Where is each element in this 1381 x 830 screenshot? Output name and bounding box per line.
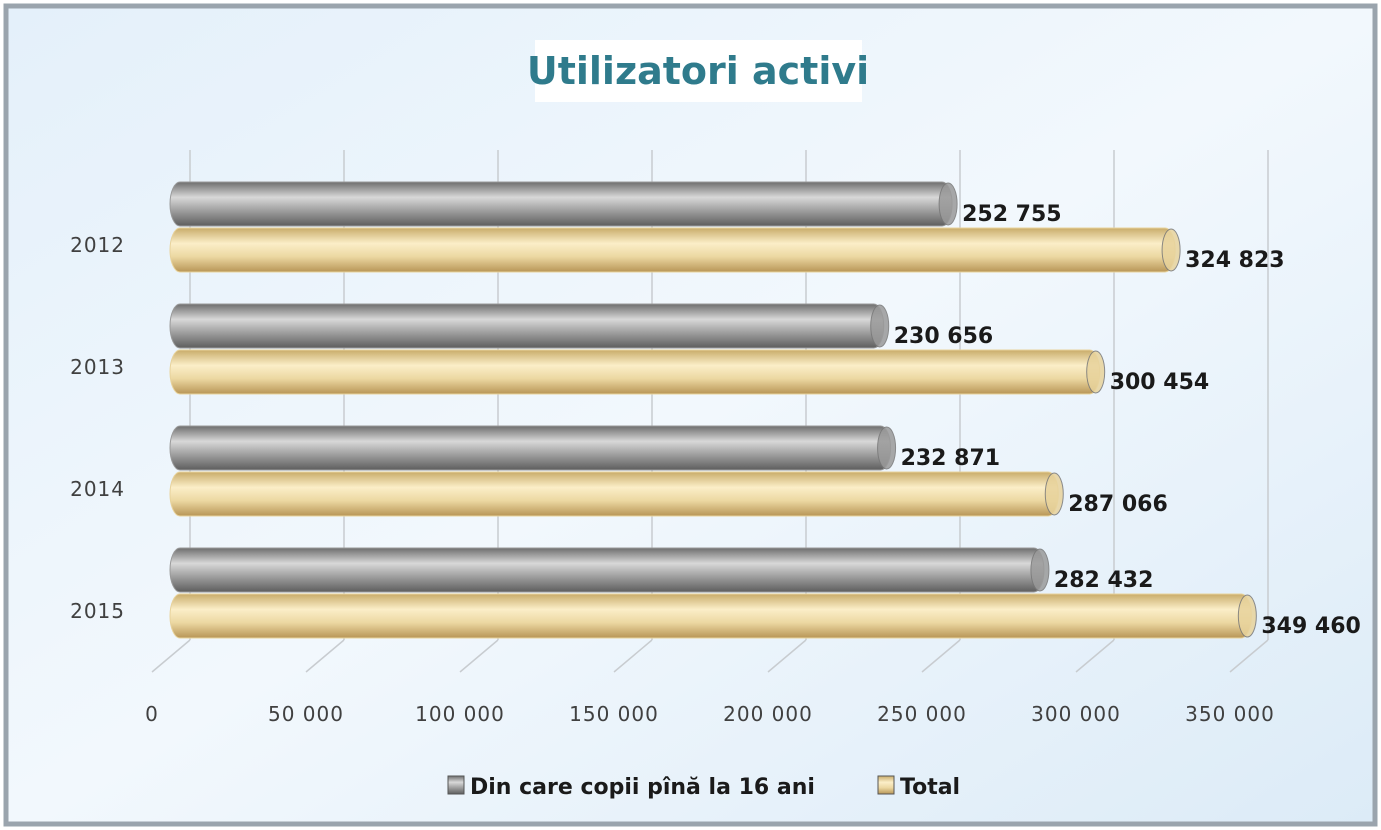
bar-cap bbox=[1161, 228, 1181, 272]
chart-title: Utilizatori activi bbox=[527, 49, 869, 93]
bar bbox=[169, 547, 1045, 593]
bar bbox=[169, 593, 1252, 639]
floor-grid-line bbox=[921, 639, 961, 673]
x-tick-label: 50 000 bbox=[268, 702, 344, 726]
data-label: 232 871 bbox=[901, 446, 1001, 471]
legend-label: Total bbox=[900, 775, 960, 800]
floor-grid-line bbox=[305, 639, 345, 673]
floor-grid-line bbox=[613, 639, 653, 673]
x-tick-label: 150 000 bbox=[569, 702, 659, 726]
legend-swatch bbox=[877, 775, 895, 795]
y-tick-label: 2013 bbox=[70, 355, 125, 379]
bar-cap bbox=[1086, 350, 1106, 394]
floor-grid-line bbox=[459, 639, 499, 673]
x-tick-label: 250 000 bbox=[877, 702, 967, 726]
bar-cap bbox=[870, 304, 890, 348]
bar-cap bbox=[1237, 594, 1257, 638]
floor-grid-line bbox=[767, 639, 807, 673]
data-label: 282 432 bbox=[1054, 568, 1154, 593]
bar bbox=[169, 303, 885, 349]
x-tick-label: 300 000 bbox=[1031, 702, 1121, 726]
x-tick-label: 350 000 bbox=[1185, 702, 1275, 726]
x-tick-label: 200 000 bbox=[723, 702, 813, 726]
y-tick-label: 2012 bbox=[70, 233, 125, 257]
data-label: 324 823 bbox=[1185, 248, 1285, 273]
y-tick-label: 2015 bbox=[70, 599, 125, 623]
bar-cap bbox=[938, 182, 958, 226]
floor-grid-line bbox=[151, 639, 191, 673]
title-box bbox=[535, 40, 862, 102]
legend-swatch bbox=[447, 775, 465, 795]
floor-grid-line bbox=[1229, 639, 1269, 673]
bar-cap bbox=[1030, 548, 1050, 592]
floor-grid-line bbox=[1075, 639, 1115, 673]
bar-cap bbox=[877, 426, 897, 470]
data-label: 287 066 bbox=[1068, 492, 1168, 517]
bar bbox=[169, 425, 892, 471]
bar bbox=[169, 471, 1059, 517]
chart-frame bbox=[3, 3, 1378, 827]
data-label: 349 460 bbox=[1261, 614, 1361, 639]
bar bbox=[169, 181, 953, 227]
bar-cap bbox=[1044, 472, 1064, 516]
legend-label: Din care copii pînă la 16 ani bbox=[470, 775, 815, 800]
bar bbox=[169, 349, 1101, 395]
bar bbox=[169, 227, 1176, 273]
y-tick-label: 2014 bbox=[70, 477, 125, 501]
data-label: 230 656 bbox=[894, 324, 994, 349]
data-label: 300 454 bbox=[1110, 370, 1210, 395]
x-tick-label: 100 000 bbox=[415, 702, 505, 726]
data-label: 252 755 bbox=[962, 202, 1062, 227]
x-tick-label: 0 bbox=[145, 702, 159, 726]
